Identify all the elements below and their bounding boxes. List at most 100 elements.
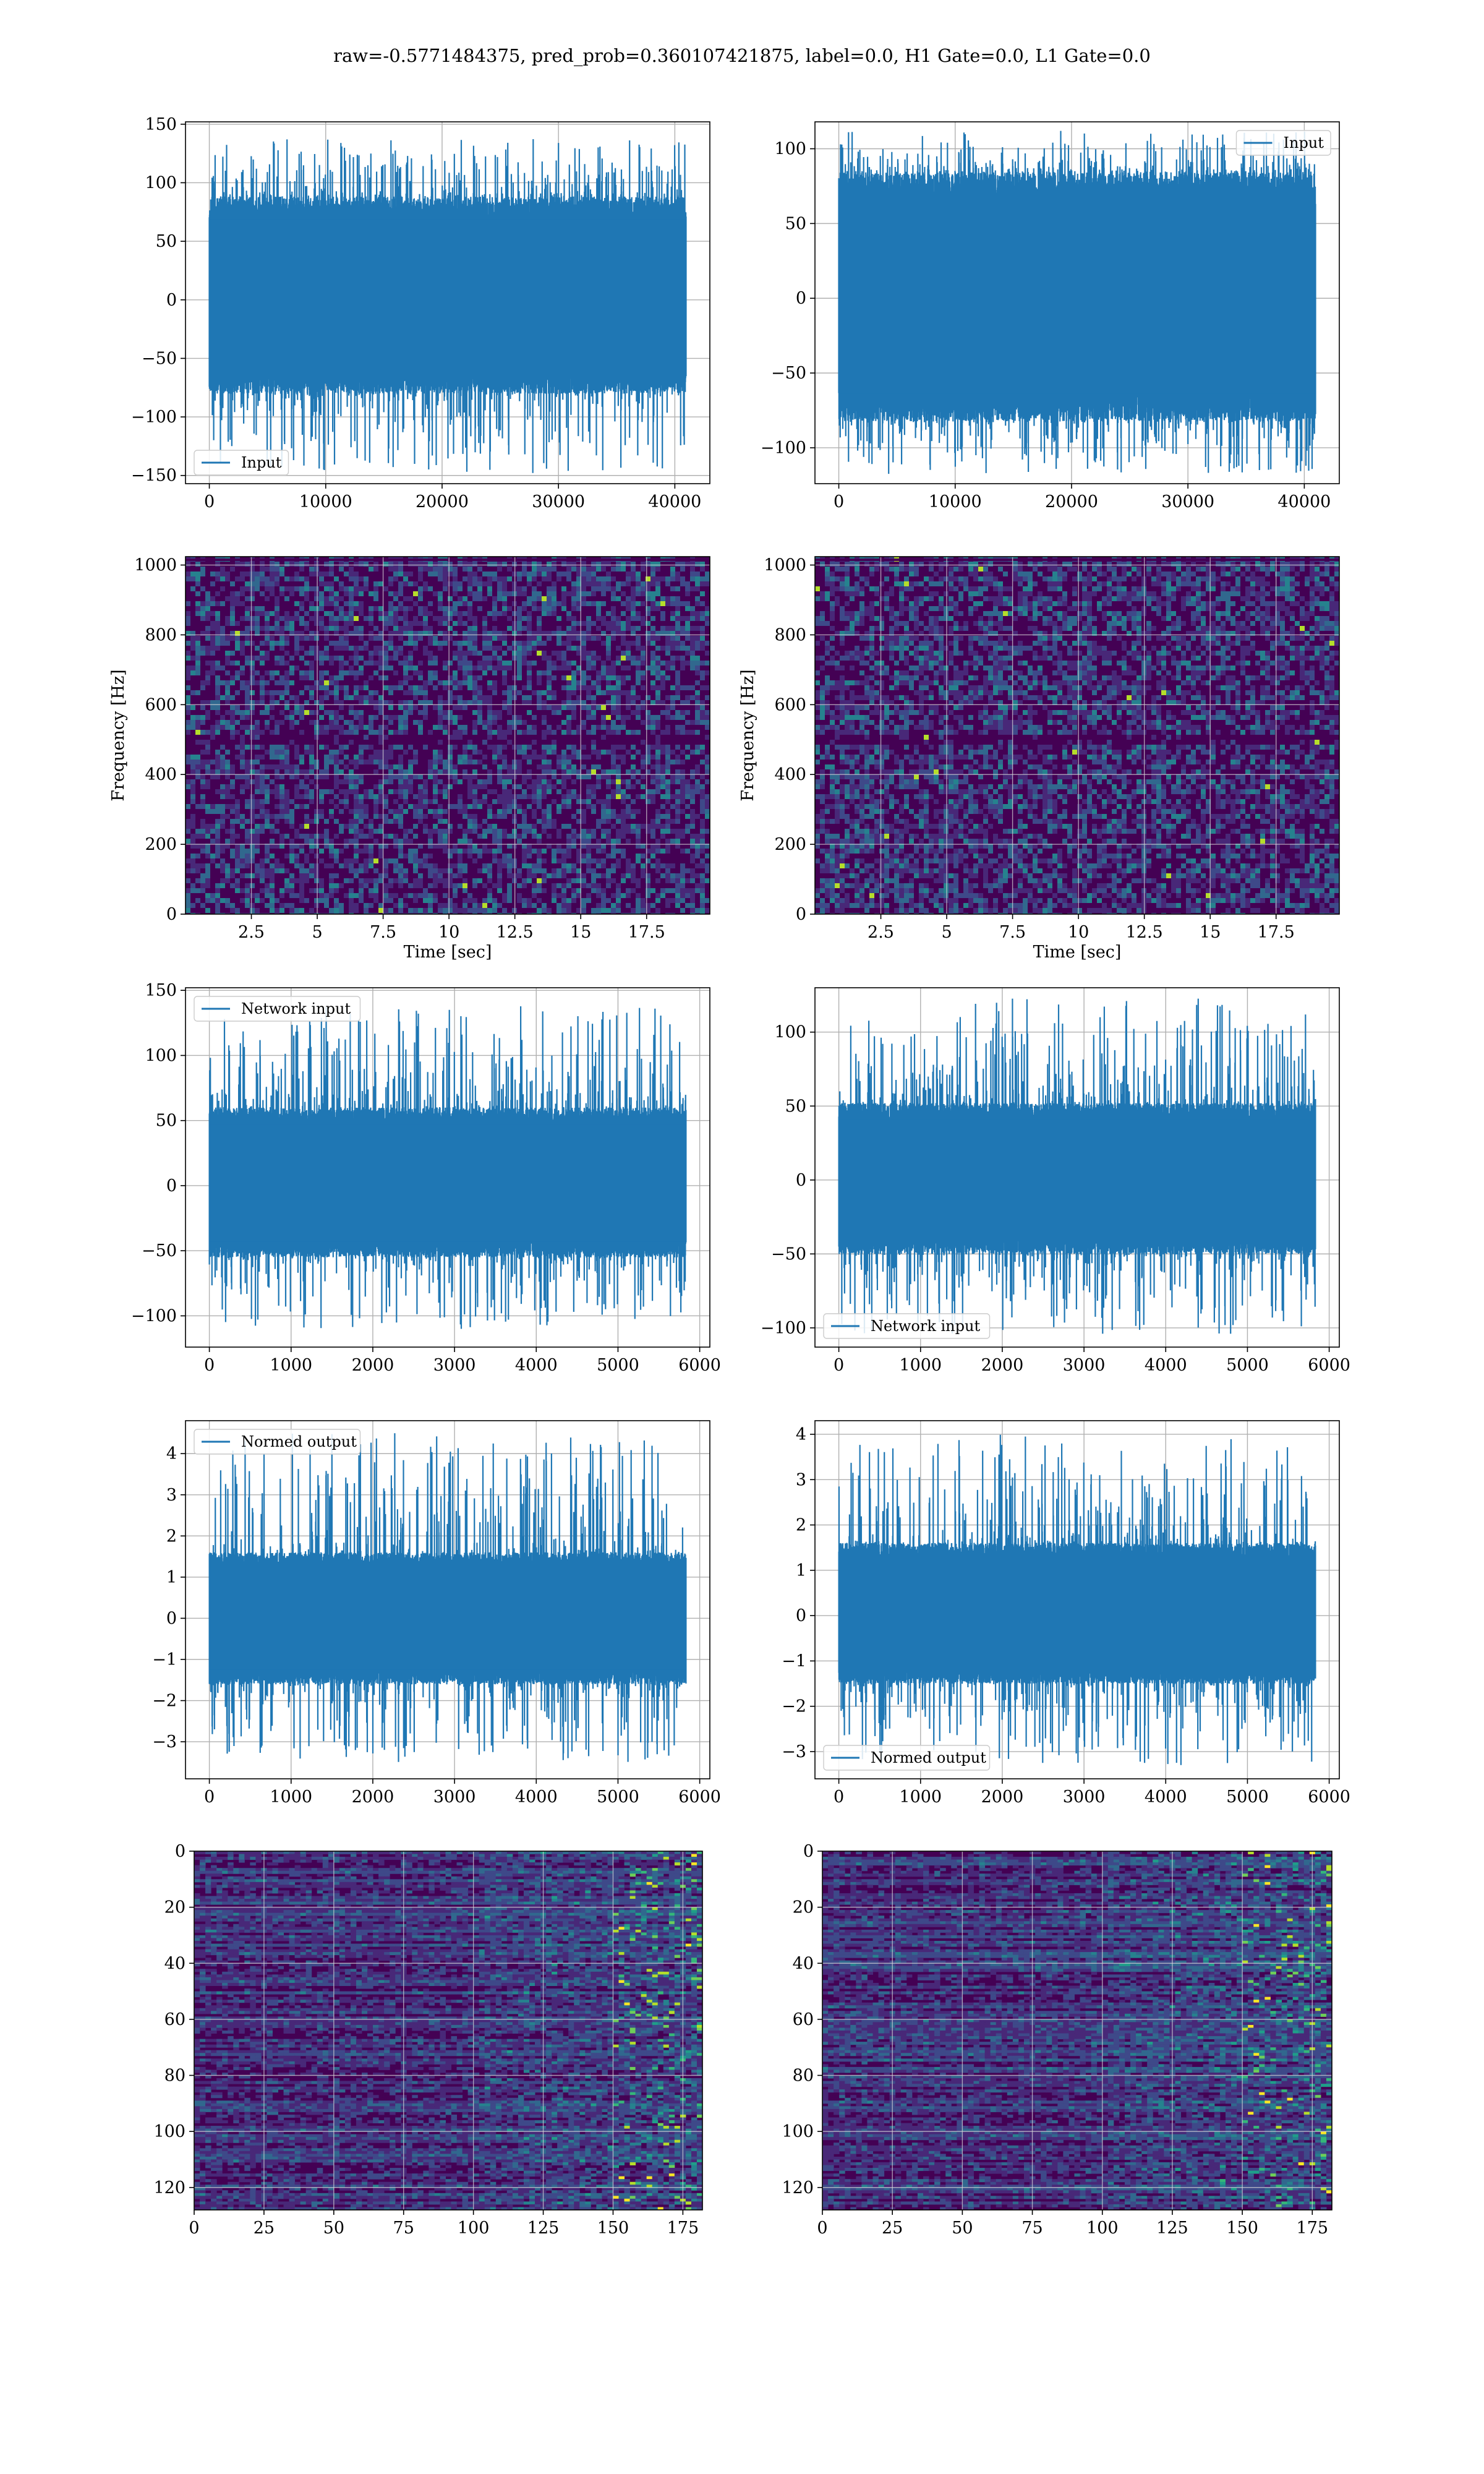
heatmap-cell — [354, 893, 359, 898]
heatmap-cell — [527, 804, 532, 809]
heatmap-cell — [190, 631, 195, 636]
heatmap-cell — [339, 661, 344, 666]
heatmap-cell — [383, 834, 388, 839]
heatmap-cell — [225, 720, 230, 725]
heatmap-cell — [497, 581, 502, 586]
heatmap-cell — [324, 562, 329, 567]
heatmap-cell — [369, 636, 373, 641]
heatmap-cell — [230, 710, 235, 715]
heatmap-cell — [968, 567, 973, 571]
heatmap-cell — [685, 636, 690, 641]
heatmap-cell — [527, 730, 532, 735]
heatmap-cell — [855, 562, 859, 567]
heatmap-cell — [458, 839, 463, 844]
heatmap-cell — [552, 784, 556, 789]
heatmap-cell — [596, 606, 601, 611]
heatmap-cell — [690, 834, 695, 839]
heatmap-cell — [586, 631, 591, 636]
heatmap-cell — [591, 656, 596, 661]
heatmap-cell — [190, 705, 195, 710]
heatmap-cell — [606, 774, 611, 779]
heatmap-cell — [359, 646, 364, 651]
heatmap-cell — [487, 641, 492, 646]
heatmap-cell — [339, 809, 344, 814]
heatmap-cell — [453, 720, 458, 725]
heatmap-cell — [289, 893, 294, 898]
heatmap-cell — [680, 646, 685, 651]
heatmap-cell — [260, 784, 265, 789]
heatmap-cell — [566, 844, 571, 849]
heatmap-cell — [571, 581, 576, 586]
heatmap-cell — [527, 745, 532, 750]
heatmap-cell — [279, 750, 284, 755]
heatmap-cell — [210, 705, 215, 710]
heatmap-cell — [552, 631, 556, 636]
y-tick-label: 400 — [145, 765, 177, 784]
heatmap-cell — [463, 700, 467, 705]
heatmap-cell — [566, 611, 571, 616]
heatmap-cell — [314, 567, 319, 571]
heatmap-cell — [314, 774, 319, 779]
heatmap-cell — [458, 621, 463, 626]
y-tick-label: 1000 — [134, 556, 177, 575]
heatmap-cell — [527, 576, 532, 581]
heatmap-cell — [700, 863, 705, 868]
heatmap-cell — [705, 606, 710, 611]
heatmap-cell — [190, 764, 195, 769]
heatmap-cell — [517, 730, 522, 735]
heatmap-cell — [547, 562, 552, 567]
heatmap-cell — [586, 893, 591, 898]
heatmap-cell — [467, 779, 472, 784]
heatmap-cell — [601, 735, 606, 740]
heatmap-cell — [433, 868, 438, 873]
heatmap-cell — [675, 576, 680, 581]
heatmap-cell — [334, 888, 339, 893]
heatmap-cell — [576, 824, 581, 829]
heatmap-cell — [606, 769, 611, 774]
heatmap-cell — [393, 764, 398, 769]
heatmap-cell — [552, 690, 556, 695]
heatmap-cell — [665, 755, 670, 760]
heatmap-cell — [665, 779, 670, 784]
heatmap-cell — [650, 829, 655, 834]
heatmap-cell — [636, 616, 641, 621]
heatmap-cell — [359, 799, 364, 804]
heatmap-cell — [250, 680, 255, 685]
heatmap-cell — [522, 616, 527, 621]
heatmap-cell — [388, 700, 393, 705]
heatmap-cell — [611, 824, 616, 829]
heatmap-cell — [344, 685, 349, 690]
heatmap-cell — [369, 656, 373, 661]
heatmap-cell — [235, 858, 240, 863]
heatmap-cell — [299, 715, 304, 720]
heatmap-cell — [472, 666, 477, 670]
heatmap-cell — [467, 685, 472, 690]
heatmap-cell — [611, 730, 616, 735]
heatmap-cell — [284, 705, 289, 710]
heatmap-cell — [309, 690, 314, 695]
heatmap-cell — [428, 854, 433, 858]
heatmap-cell — [304, 636, 309, 641]
heatmap-cell — [611, 760, 616, 764]
heatmap-cell — [621, 809, 626, 814]
heatmap-cell — [403, 675, 408, 680]
heatmap-cell — [695, 863, 700, 868]
heatmap-cell — [230, 913, 235, 914]
heatmap-cell — [675, 893, 680, 898]
heatmap-cell — [215, 898, 220, 903]
heatmap-cell — [369, 755, 373, 760]
heatmap-cell — [517, 651, 522, 656]
heatmap-cell — [324, 893, 329, 898]
heatmap-cell — [359, 779, 364, 784]
heatmap-cell — [359, 562, 364, 567]
heatmap-cell — [383, 760, 388, 764]
heatmap-cell — [547, 779, 552, 784]
heatmap-cell — [641, 873, 646, 878]
heatmap-cell — [616, 715, 621, 720]
heatmap-cell — [250, 839, 255, 844]
heatmap-cell — [423, 824, 428, 829]
heatmap-cell — [210, 596, 215, 601]
heatmap-cell — [552, 888, 556, 893]
heatmap-cell — [408, 581, 413, 586]
heatmap-cell — [621, 720, 626, 725]
